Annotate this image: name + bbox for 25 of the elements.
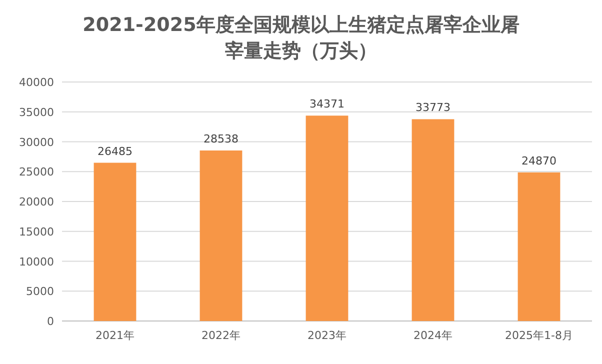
- y-tick-label: 0: [47, 315, 54, 328]
- bar: [94, 162, 136, 321]
- data-label: 26485: [98, 144, 132, 158]
- data-label: 24870: [522, 154, 556, 168]
- bar: [306, 116, 348, 321]
- y-tick-label: 40000: [19, 76, 54, 89]
- y-tick-label: 10000: [19, 255, 54, 268]
- y-tick-label: 30000: [19, 136, 54, 149]
- y-tick-label: 20000: [19, 196, 54, 208]
- data-label: 33773: [416, 101, 450, 114]
- bar: [518, 172, 560, 321]
- x-tick-label: 2023年: [308, 329, 346, 342]
- chart-title: 2021-2025年度全国规模以上生猪定点屠宰企业屠宰量走势（万头）: [82, 13, 520, 64]
- bar: [200, 150, 242, 321]
- y-tick-label: 35000: [19, 106, 54, 119]
- data-label: 34371: [310, 98, 344, 111]
- data-label: 28538: [204, 132, 238, 146]
- x-tick-label: 2021年: [96, 329, 134, 342]
- y-tick-label: 15000: [19, 225, 54, 238]
- y-tick-label: 5000: [26, 285, 54, 298]
- x-tick-label: 2022年: [202, 329, 240, 342]
- x-tick-label: 2024年: [414, 329, 452, 342]
- y-tick-label: 25000: [19, 166, 54, 179]
- bar: [412, 119, 454, 321]
- x-tick-label: 2025年1-8月: [505, 329, 573, 342]
